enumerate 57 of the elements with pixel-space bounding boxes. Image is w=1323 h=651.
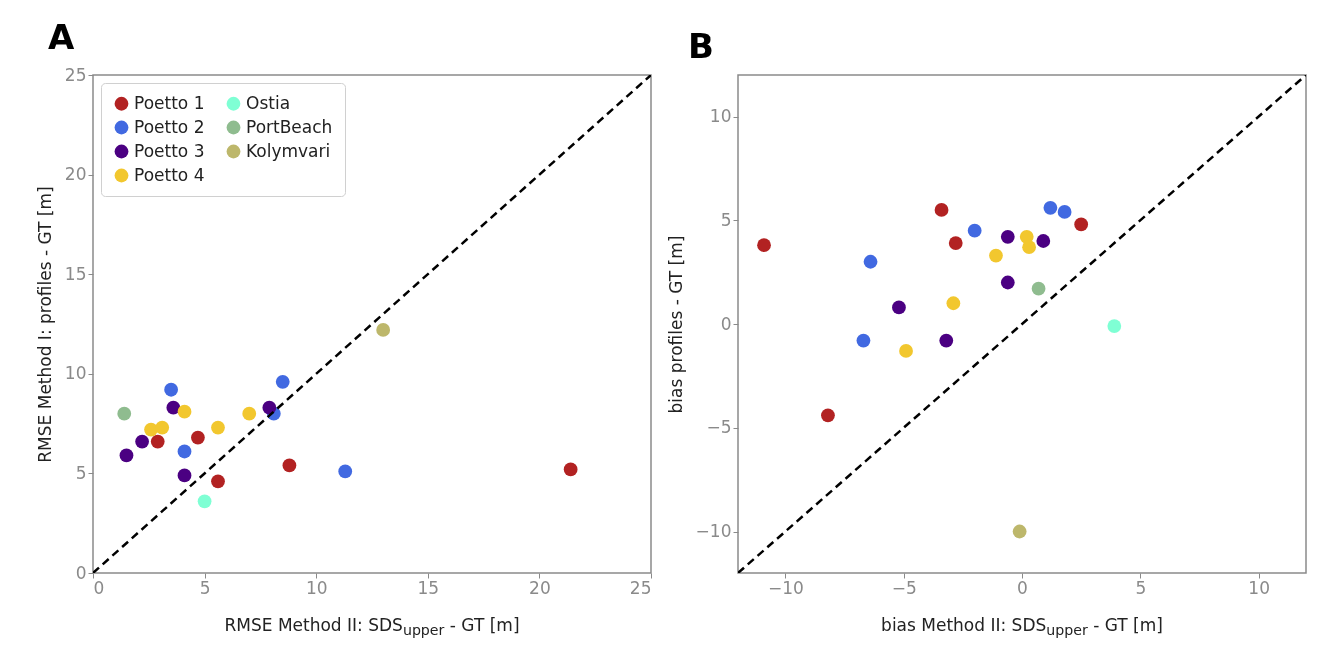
y-tick-label: −5 bbox=[706, 417, 732, 438]
legend-label: Poetto 1 bbox=[134, 92, 205, 113]
point bbox=[892, 300, 906, 315]
legend-label: Poetto 3 bbox=[134, 140, 205, 161]
x-tick-label: −5 bbox=[891, 577, 917, 598]
legend-label: Poetto 4 bbox=[134, 164, 205, 185]
x-tick-label: 10 bbox=[1248, 577, 1270, 598]
legend-label: PortBeach bbox=[246, 116, 333, 137]
y-tick-label: −10 bbox=[695, 521, 732, 541]
legend-label: Poetto 2 bbox=[134, 116, 205, 137]
point bbox=[946, 296, 961, 311]
legend-label: Ostia bbox=[246, 92, 291, 113]
x-tick-label: 25 bbox=[629, 577, 652, 598]
point bbox=[1057, 205, 1072, 219]
point bbox=[821, 408, 835, 423]
point bbox=[863, 254, 878, 269]
point bbox=[934, 203, 949, 217]
point bbox=[1107, 319, 1122, 333]
y-tick-label: 10 bbox=[709, 106, 732, 126]
point bbox=[899, 344, 913, 358]
y-tick-label: 20 bbox=[64, 164, 87, 185]
x-tick-label: −10 bbox=[767, 577, 804, 598]
x-axis-title: RMSE Method II: SDS$_{upper}$ - GT [m] bbox=[223, 615, 521, 639]
x-tick-label: 15 bbox=[417, 577, 440, 598]
point bbox=[939, 333, 954, 348]
point bbox=[1000, 229, 1015, 244]
point bbox=[757, 238, 771, 253]
y-tick-label: 5 bbox=[75, 462, 87, 483]
point bbox=[856, 333, 871, 348]
y-tick-label: 10 bbox=[64, 363, 87, 384]
y-axis-title: RMSE Method I: profiles - GT [m] bbox=[34, 186, 55, 463]
y-tick-label: 0 bbox=[75, 562, 87, 583]
point bbox=[1022, 240, 1036, 255]
y-tick-label: 25 bbox=[64, 64, 87, 85]
x-tick-label: 5 bbox=[1135, 577, 1147, 598]
y-tick-label: 0 bbox=[720, 313, 732, 334]
point bbox=[967, 223, 982, 238]
y-tick-label: 15 bbox=[64, 263, 87, 284]
legend-label: Kolymvari bbox=[246, 140, 331, 161]
point bbox=[989, 248, 1003, 263]
chart-title: A bbox=[48, 17, 75, 57]
point bbox=[1074, 217, 1089, 232]
point bbox=[1031, 281, 1046, 296]
x-tick-label: 5 bbox=[199, 577, 211, 598]
x-axis-title: bias Method II: SDS$_{upper}$ - GT [m] bbox=[880, 615, 1164, 639]
point bbox=[1012, 524, 1027, 539]
x-tick-label: 0 bbox=[1017, 577, 1028, 598]
y-axis-title: bias profiles - GT [m] bbox=[665, 235, 686, 414]
point bbox=[1000, 275, 1015, 290]
x-tick-label: 0 bbox=[93, 577, 105, 598]
y-tick-label: 5 bbox=[720, 209, 732, 230]
point bbox=[1036, 234, 1051, 248]
x-tick-label: 20 bbox=[529, 577, 551, 598]
point bbox=[1043, 200, 1058, 215]
point bbox=[948, 236, 963, 250]
x-tick-label: 10 bbox=[305, 577, 328, 598]
chart-title: B bbox=[688, 26, 714, 66]
